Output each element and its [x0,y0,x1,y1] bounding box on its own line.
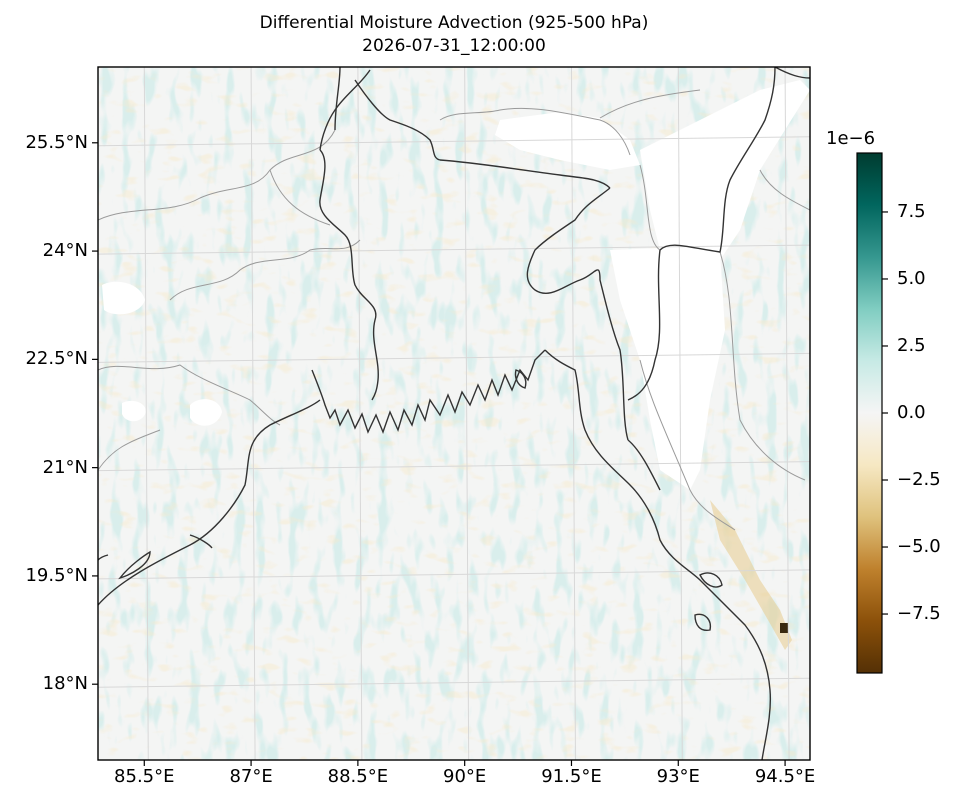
colorbar-tick-label: −7.5 [897,603,941,625]
extreme-cell [780,623,788,633]
parallel-gridline [98,569,810,580]
colorbar-tick-label: 7.5 [897,200,926,222]
lon-tick-label: 87°E [229,766,273,787]
parallel-gridline [98,352,810,363]
colorbar [857,153,882,673]
lon-tick-label: 93°E [656,766,700,787]
colorbar-tick-marks [882,211,888,615]
meridian-gridline [784,67,790,760]
colorbar-exponent: 1e−6 [826,128,876,149]
lon-tick-label: 90°E [443,766,487,787]
map-frame [97,66,811,761]
international-borders [98,67,810,561]
coastline [98,349,772,760]
lat-tick-label: 21°N [42,456,88,478]
colorbar-tick-label: 2.5 [897,334,926,356]
meridian-gridline [250,67,256,760]
gridlines [98,67,810,760]
lat-tick-label: 18°N [42,673,88,695]
map-subtitle: 2026-07-31_12:00:00 [362,36,546,56]
parallel-gridline [98,136,810,147]
meridian-gridline [143,67,149,760]
lat-tick-label: 22.5°N [25,348,88,370]
parallel-gridline [98,461,810,472]
terrain-mask [102,80,810,490]
colorbar-tick-label: −2.5 [897,469,941,490]
state-borders [98,89,810,531]
colorbar-tick-label: 5.0 [897,267,926,289]
lon-tick-label: 88.5°E [327,766,389,787]
meridian-gridline [464,67,470,760]
negative-band [710,500,792,650]
lon-tick-marks [143,760,786,766]
parallel-gridline [98,677,810,688]
lon-tick-label: 85.5°E [114,766,175,787]
meridian-gridline [677,67,683,760]
map-title: Differential Moisture Advection (925-500… [259,13,649,33]
colorbar-tick-label: 0.0 [897,402,926,423]
meridian-gridline [570,67,576,760]
lat-tick-label: 25.5°N [25,131,88,153]
lat-tick-label: 24°N [42,240,88,262]
map-panel [98,67,810,760]
lon-tick-label: 91.5°E [541,766,602,787]
colorbar-tick-label: −5.0 [897,536,941,558]
lon-tick-label: 94.5°E [754,766,816,787]
lat-tick-label: 19.5°N [25,564,88,586]
lat-tick-marks [92,142,98,685]
meridian-gridline [357,67,363,760]
